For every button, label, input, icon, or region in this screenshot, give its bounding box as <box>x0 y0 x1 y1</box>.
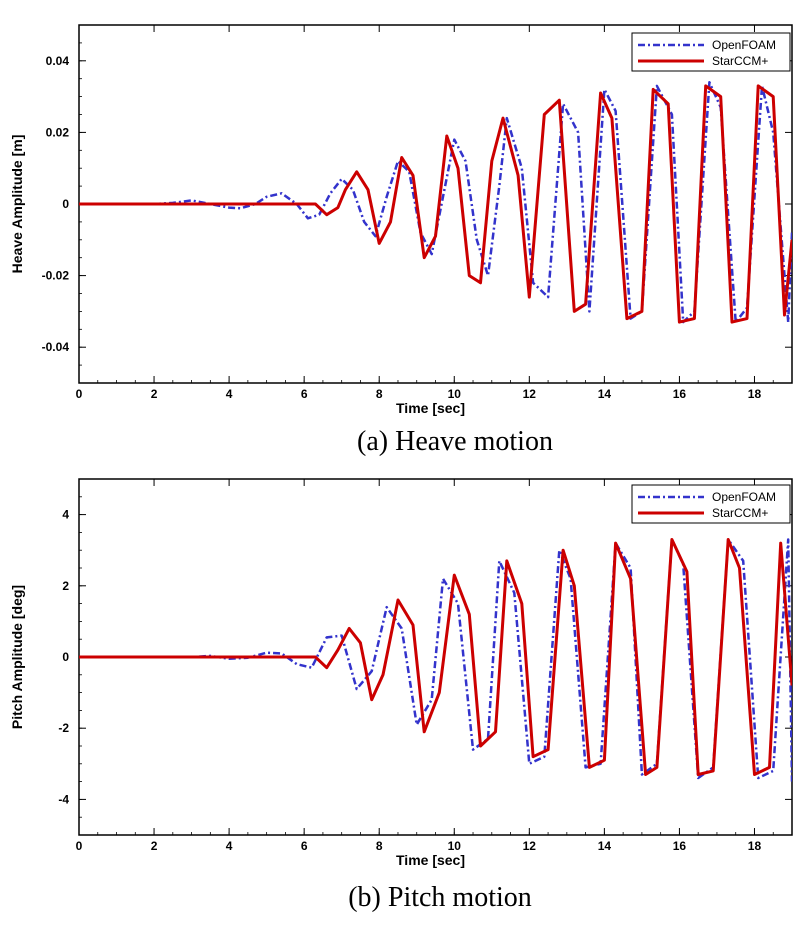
x-tick-label: 6 <box>301 839 308 853</box>
y-tick-label: 4 <box>62 508 69 522</box>
x-tick-label: 14 <box>598 839 612 853</box>
legend-label: StarCCM+ <box>712 506 768 520</box>
y-tick-label: 0.04 <box>46 54 70 68</box>
x-tick-label: 16 <box>673 387 687 401</box>
y-tick-label: 0.02 <box>46 125 70 139</box>
x-tick-label: 14 <box>598 387 612 401</box>
y-tick-label: 0 <box>62 197 69 211</box>
x-axis-title: Time [sec] <box>396 400 465 416</box>
y-axis-title: Heave Amplitude [m] <box>9 135 25 274</box>
x-tick-label: 12 <box>523 839 537 853</box>
y-tick-label: 2 <box>62 579 69 593</box>
legend-label: OpenFOAM <box>712 490 776 504</box>
x-tick-label: 4 <box>226 387 233 401</box>
series-openfoam <box>79 81 792 324</box>
heave-chart: 0 2 4 6 8 10 12 14 16 18 -0.04 -0.02 0 0.02 0.04 Time [… <box>9 24 793 416</box>
x-tick-label: 2 <box>151 387 158 401</box>
pitch-chart: 0 2 4 6 8 10 12 14 16 18 -4 -2 0 2 4 Time [sec] Pitch Am… <box>9 478 793 868</box>
legend: OpenFOAM StarCCM+ <box>631 32 791 72</box>
y-tick-label: 0 <box>62 650 69 664</box>
x-tick-label: 0 <box>76 839 83 853</box>
legend-box <box>631 32 791 72</box>
series-starccm- <box>79 538 792 776</box>
y-tick-label: -4 <box>58 792 69 806</box>
pitch-caption: (b) Pitch motion <box>348 882 532 913</box>
x-tick-label: 8 <box>376 387 383 401</box>
legend-label: StarCCM+ <box>712 54 768 68</box>
x-tick-label: 0 <box>76 387 83 401</box>
y-tick-label: -0.02 <box>42 269 70 283</box>
x-tick-label: 10 <box>448 387 462 401</box>
x-tick-label: 18 <box>748 839 762 853</box>
x-tick-label: 18 <box>748 387 762 401</box>
x-tick-label: 12 <box>523 387 537 401</box>
legend: OpenFOAM StarCCM+ <box>631 484 791 524</box>
legend-label: OpenFOAM <box>712 38 776 52</box>
legend-box <box>631 484 791 524</box>
x-tick-label: 2 <box>151 839 158 853</box>
x-tick-label: 4 <box>226 839 233 853</box>
y-tick-label: -0.04 <box>42 340 70 354</box>
x-tick-label: 6 <box>301 387 308 401</box>
series-openfoam <box>79 538 792 782</box>
series-starccm- <box>79 84 792 324</box>
x-axis-title: Time [sec] <box>396 852 465 868</box>
x-tick-label: 10 <box>448 839 462 853</box>
heave-caption: (a) Heave motion <box>357 426 553 457</box>
y-axis-title: Pitch Amplitude [deg] <box>9 585 25 729</box>
y-tick-label: -2 <box>58 721 69 735</box>
x-tick-label: 16 <box>673 839 687 853</box>
x-tick-label: 8 <box>376 839 383 853</box>
